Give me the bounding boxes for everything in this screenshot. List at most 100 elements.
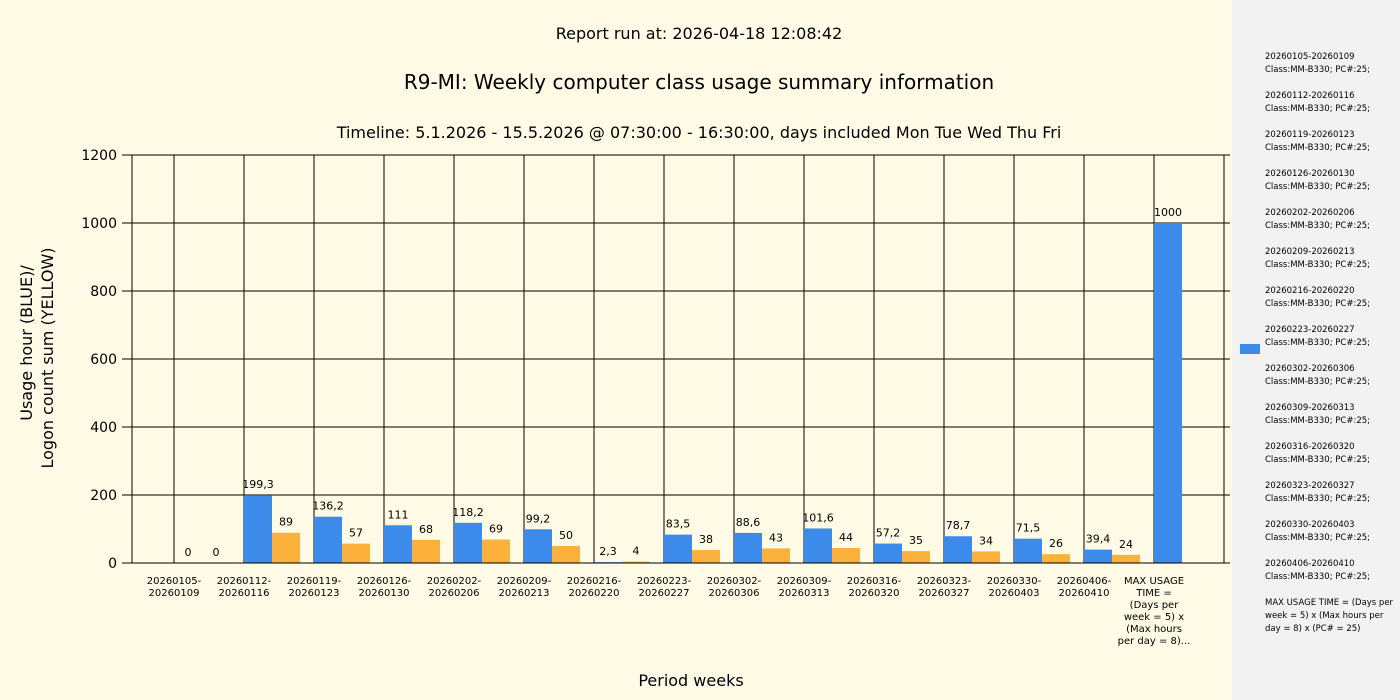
logon-count-bar	[692, 550, 720, 563]
logon-count-bar-label: 50	[559, 529, 573, 542]
grid-lines	[132, 154, 1230, 564]
logon-count-bar-label: 43	[769, 531, 783, 544]
x-tick-label: 20260119-	[287, 576, 342, 587]
y-axis-label-line1: Usage hour (BLUE)/	[17, 265, 36, 421]
x-tick-label: 20260206	[429, 588, 480, 599]
usage-hour-bar	[1154, 223, 1182, 563]
usage-hour-bar	[1084, 549, 1112, 563]
y-tick-label: 600	[90, 352, 117, 368]
usage-hour-bar	[314, 516, 342, 563]
usage-hour-bar-label: 0	[185, 546, 192, 559]
legend-entry: 20260323-20260327 Class:MM-B330; PC#:25;	[1265, 481, 1371, 504]
report-run-text: Report run at: 2026-04-18 12:08:42	[556, 24, 843, 43]
x-tick-label: TIME =	[1135, 588, 1172, 599]
usage-hour-bar	[524, 529, 552, 563]
logon-count-bar-label: 68	[419, 523, 433, 536]
x-tick-label: 20260112-	[217, 576, 272, 587]
x-tick-label: 20260320	[849, 588, 900, 599]
logon-count-bar-label: 38	[699, 533, 713, 546]
legend-entry: 20260330-20260403 Class:MM-B330; PC#:25;	[1265, 520, 1371, 543]
x-tick-label: 20260302-	[707, 576, 762, 587]
usage-hour-bar	[244, 495, 272, 563]
legend-swatch-blue	[1240, 344, 1260, 354]
legend-entry: 20260119-20260123 Class:MM-B330; PC#:25;	[1265, 130, 1371, 153]
x-tick-label: 20260227	[639, 588, 690, 599]
logon-count-bar-label: 26	[1049, 537, 1063, 550]
logon-count-bar-label: 4	[633, 545, 640, 558]
y-tick-label: 800	[90, 284, 117, 300]
x-tick-label: 20260105-	[147, 576, 202, 587]
x-tick-label: (Max hours	[1126, 624, 1182, 635]
legend-entry: 20260406-20260410 Class:MM-B330; PC#:25;	[1265, 559, 1371, 582]
chart-canvas: Report run at: 2026-04-18 12:08:42 R9-MI…	[17, 24, 1230, 690]
logon-count-bar	[972, 551, 1000, 563]
logon-count-bar-label: 69	[489, 523, 503, 536]
x-tick-label: week = 5) x	[1124, 612, 1184, 623]
legend-entry: 20260202-20260206 Class:MM-B330; PC#:25;	[1265, 208, 1371, 231]
usage-hour-bar-label: 101,6	[802, 511, 834, 524]
usage-hour-bar-label: 136,2	[312, 500, 344, 513]
legend-entry: 20260112-20260116 Class:MM-B330; PC#:25;	[1265, 91, 1371, 114]
logon-count-bar-label: 24	[1119, 538, 1133, 551]
x-tick-label: 20260309-	[777, 576, 832, 587]
legend-entry: 20260223-20260227 Class:MM-B330; PC#:25;	[1265, 325, 1371, 348]
logon-count-bar-label: 57	[349, 527, 363, 540]
logon-count-bar-label: 89	[279, 516, 293, 529]
logon-count-bar	[412, 539, 440, 563]
usage-hour-bar	[804, 528, 832, 563]
x-tick-label: 20260116	[219, 588, 270, 599]
x-tick-label: 20260126-	[357, 576, 412, 587]
y-axis-label-line2: Logon count sum (YELLOW)	[38, 247, 57, 468]
usage-hour-bar-label: 71,5	[1016, 522, 1041, 535]
usage-hour-bar	[454, 522, 482, 563]
logon-count-bar-label: 0	[213, 546, 220, 559]
logon-count-bar	[552, 546, 580, 563]
y-tick-label: 200	[90, 488, 117, 504]
usage-hour-bar-label: 2,3	[599, 545, 617, 558]
x-tick-label: 20260109	[149, 588, 200, 599]
x-tick-label: (Days per	[1130, 600, 1180, 611]
x-tick-label: 20260130	[359, 588, 410, 599]
legend-max-usage-note: MAX USAGE TIME = (Days per week = 5) x (…	[1265, 598, 1394, 634]
usage-hour-bar	[874, 543, 902, 563]
logon-count-bar	[762, 548, 790, 563]
bars-group: 0 199,3 136,2 111 118,2 99,2 2,3 83,5 88,6 101,6 5…	[185, 206, 1182, 563]
usage-hour-bar-label: 83,5	[666, 518, 691, 531]
usage-hour-bar-label: 99,2	[526, 512, 551, 525]
legend-entry: 20260302-20260306 Class:MM-B330; PC#:25;	[1265, 364, 1371, 387]
y-tick-label: 400	[90, 420, 117, 436]
usage-hour-bar	[944, 536, 972, 563]
logon-count-bar-label: 44	[839, 531, 853, 544]
legend-panel: 20260105-20260109 Class:MM-B330; PC#:25;…	[1232, 0, 1400, 700]
usage-hour-bar	[734, 532, 762, 563]
legend-entry: 20260209-20260213 Class:MM-B330; PC#:25;	[1265, 247, 1371, 270]
usage-hour-bar-label: 199,3	[242, 478, 274, 491]
x-tick-label: 20260216-	[567, 576, 622, 587]
logon-count-bar	[1042, 554, 1070, 563]
usage-hour-bar-label: 1000	[1154, 206, 1182, 219]
legend-entry: 20260309-20260313 Class:MM-B330; PC#:25;	[1265, 403, 1371, 426]
x-tick-label: 20260327	[919, 588, 970, 599]
usage-hour-bar	[1014, 538, 1042, 563]
legend-list: 20260105-20260109 Class:MM-B330; PC#:25;…	[1265, 51, 1399, 636]
legend-entry: 20260105-20260109 Class:MM-B330; PC#:25;	[1265, 52, 1371, 75]
usage-hour-bar-label: 78,7	[946, 519, 971, 532]
logon-count-bar	[482, 539, 510, 563]
logon-count-bar	[1112, 554, 1140, 563]
logon-count-bar	[832, 548, 860, 563]
x-tick-label: 20260313	[779, 588, 830, 599]
x-tick-label: 20260223-	[637, 576, 692, 587]
axes: 0 200 400 600 800 1000 1200 20260105-20260109 20…	[81, 148, 1230, 647]
logon-count-bar	[342, 543, 370, 563]
usage-hour-bar-label: 57,2	[876, 527, 901, 540]
x-tick-label: 20260123	[289, 588, 340, 599]
x-tick-label: 20260330-	[987, 576, 1042, 587]
x-tick-label: MAX USAGE	[1124, 576, 1184, 587]
logon-count-bar	[622, 561, 650, 563]
x-tick-label: 20260213	[499, 588, 550, 599]
x-tick-label: 20260316-	[847, 576, 902, 587]
y-tick-label: 1200	[81, 148, 117, 164]
chart-subtitle: Timeline: 5.1.2026 - 15.5.2026 @ 07:30:0…	[336, 123, 1062, 142]
logon-count-bar-label: 34	[979, 534, 993, 547]
logon-count-bar-label: 35	[909, 534, 923, 547]
